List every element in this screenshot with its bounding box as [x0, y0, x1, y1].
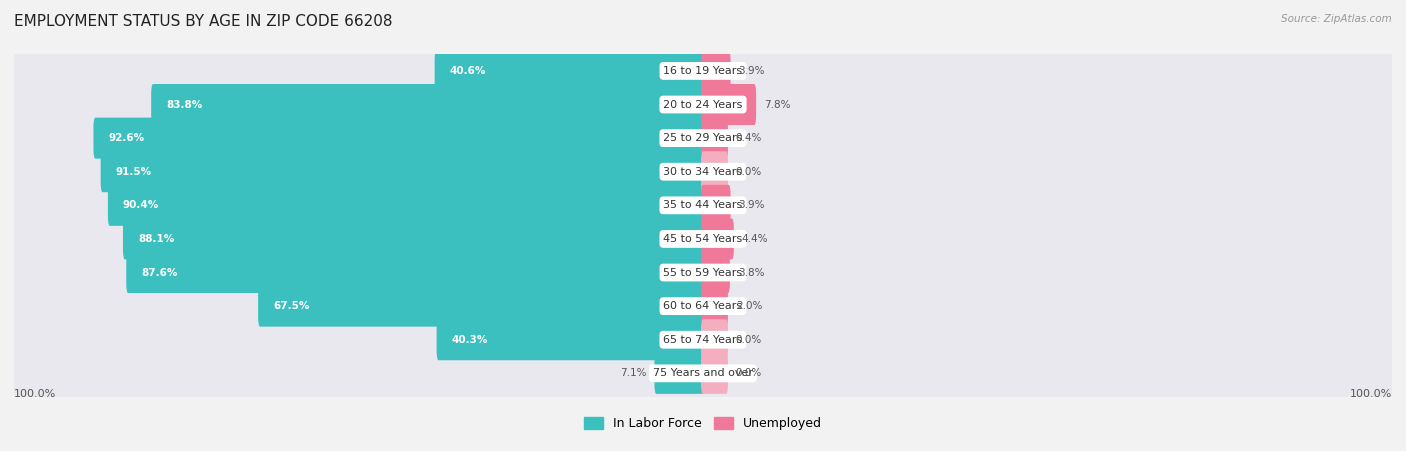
Text: 20 to 24 Years: 20 to 24 Years	[664, 100, 742, 110]
Text: 90.4%: 90.4%	[122, 200, 159, 210]
FancyBboxPatch shape	[702, 285, 728, 327]
Text: 88.1%: 88.1%	[138, 234, 174, 244]
Text: Source: ZipAtlas.com: Source: ZipAtlas.com	[1281, 14, 1392, 23]
Text: 0.4%: 0.4%	[735, 133, 762, 143]
FancyBboxPatch shape	[259, 285, 704, 327]
FancyBboxPatch shape	[14, 41, 1392, 100]
Text: EMPLOYMENT STATUS BY AGE IN ZIP CODE 66208: EMPLOYMENT STATUS BY AGE IN ZIP CODE 662…	[14, 14, 392, 28]
FancyBboxPatch shape	[14, 277, 1392, 336]
Text: 87.6%: 87.6%	[142, 267, 177, 277]
Text: 65 to 74 Years: 65 to 74 Years	[664, 335, 742, 345]
Text: 7.8%: 7.8%	[763, 100, 790, 110]
FancyBboxPatch shape	[127, 252, 704, 293]
FancyBboxPatch shape	[14, 143, 1392, 201]
FancyBboxPatch shape	[93, 118, 704, 159]
Text: 16 to 19 Years: 16 to 19 Years	[664, 66, 742, 76]
Text: 83.8%: 83.8%	[166, 100, 202, 110]
Text: 35 to 44 Years: 35 to 44 Years	[664, 200, 742, 210]
FancyBboxPatch shape	[101, 151, 704, 192]
Text: 60 to 64 Years: 60 to 64 Years	[664, 301, 742, 311]
Legend: In Labor Force, Unemployed: In Labor Force, Unemployed	[579, 412, 827, 435]
FancyBboxPatch shape	[437, 319, 704, 360]
Text: 67.5%: 67.5%	[273, 301, 309, 311]
FancyBboxPatch shape	[702, 252, 730, 293]
FancyBboxPatch shape	[702, 218, 734, 259]
Text: 75 Years and over: 75 Years and over	[652, 368, 754, 378]
FancyBboxPatch shape	[14, 311, 1392, 369]
Text: 45 to 54 Years: 45 to 54 Years	[664, 234, 742, 244]
Text: 0.0%: 0.0%	[735, 167, 762, 177]
Text: 100.0%: 100.0%	[1350, 389, 1392, 399]
Text: 3.9%: 3.9%	[738, 200, 765, 210]
Text: 0.0%: 0.0%	[735, 335, 762, 345]
FancyBboxPatch shape	[434, 51, 704, 92]
FancyBboxPatch shape	[14, 344, 1392, 403]
FancyBboxPatch shape	[702, 151, 728, 192]
Text: 55 to 59 Years: 55 to 59 Years	[664, 267, 742, 277]
FancyBboxPatch shape	[14, 210, 1392, 268]
FancyBboxPatch shape	[152, 84, 704, 125]
FancyBboxPatch shape	[108, 185, 704, 226]
Text: 40.3%: 40.3%	[451, 335, 488, 345]
FancyBboxPatch shape	[14, 176, 1392, 235]
Text: 4.4%: 4.4%	[742, 234, 768, 244]
Text: 91.5%: 91.5%	[115, 167, 152, 177]
FancyBboxPatch shape	[702, 353, 728, 394]
Text: 3.8%: 3.8%	[738, 267, 765, 277]
Text: 7.1%: 7.1%	[620, 368, 647, 378]
Text: 92.6%: 92.6%	[108, 133, 145, 143]
Text: 100.0%: 100.0%	[14, 389, 56, 399]
FancyBboxPatch shape	[122, 218, 704, 259]
Text: 30 to 34 Years: 30 to 34 Years	[664, 167, 742, 177]
Text: 0.0%: 0.0%	[735, 368, 762, 378]
Text: 2.0%: 2.0%	[735, 301, 762, 311]
FancyBboxPatch shape	[14, 109, 1392, 167]
FancyBboxPatch shape	[14, 75, 1392, 134]
Text: 3.9%: 3.9%	[738, 66, 765, 76]
FancyBboxPatch shape	[702, 51, 731, 92]
FancyBboxPatch shape	[654, 353, 704, 394]
FancyBboxPatch shape	[702, 118, 728, 159]
FancyBboxPatch shape	[702, 319, 728, 360]
Text: 40.6%: 40.6%	[450, 66, 486, 76]
Text: 25 to 29 Years: 25 to 29 Years	[664, 133, 742, 143]
FancyBboxPatch shape	[702, 185, 731, 226]
FancyBboxPatch shape	[14, 243, 1392, 302]
FancyBboxPatch shape	[702, 84, 756, 125]
